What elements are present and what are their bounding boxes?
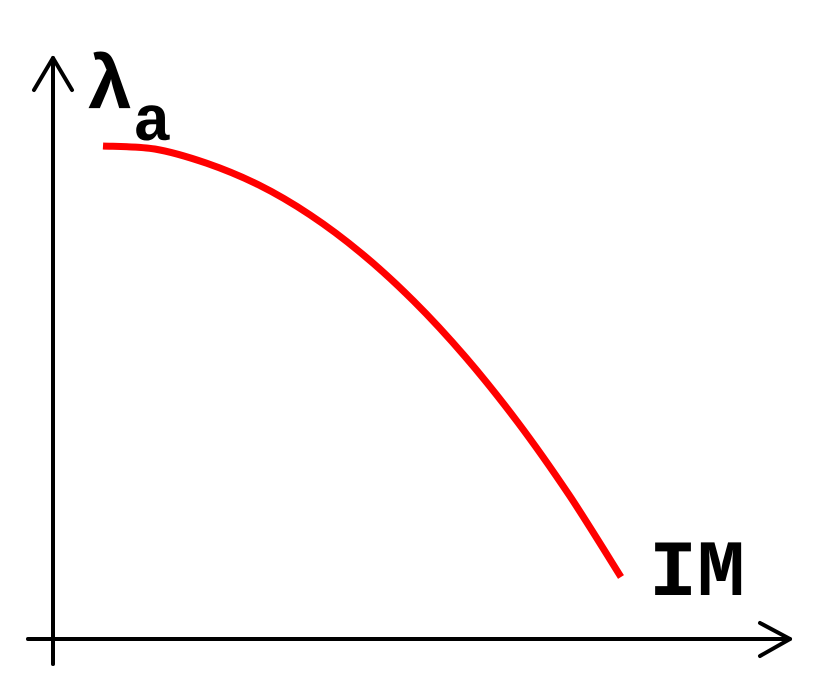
series-layer xyxy=(102,142,624,579)
y-axis-label-symbol: λ xyxy=(86,44,133,132)
y-axis-label: λa xyxy=(86,44,171,160)
x-axis-arrowhead xyxy=(758,621,792,658)
y-axis xyxy=(32,56,74,666)
y-axis-label-subscript: a xyxy=(133,88,171,160)
x-axis-label: IM xyxy=(649,529,745,620)
x-axis xyxy=(26,621,792,658)
y-axis-arrowhead xyxy=(32,56,74,92)
series-line-0 xyxy=(102,142,624,579)
